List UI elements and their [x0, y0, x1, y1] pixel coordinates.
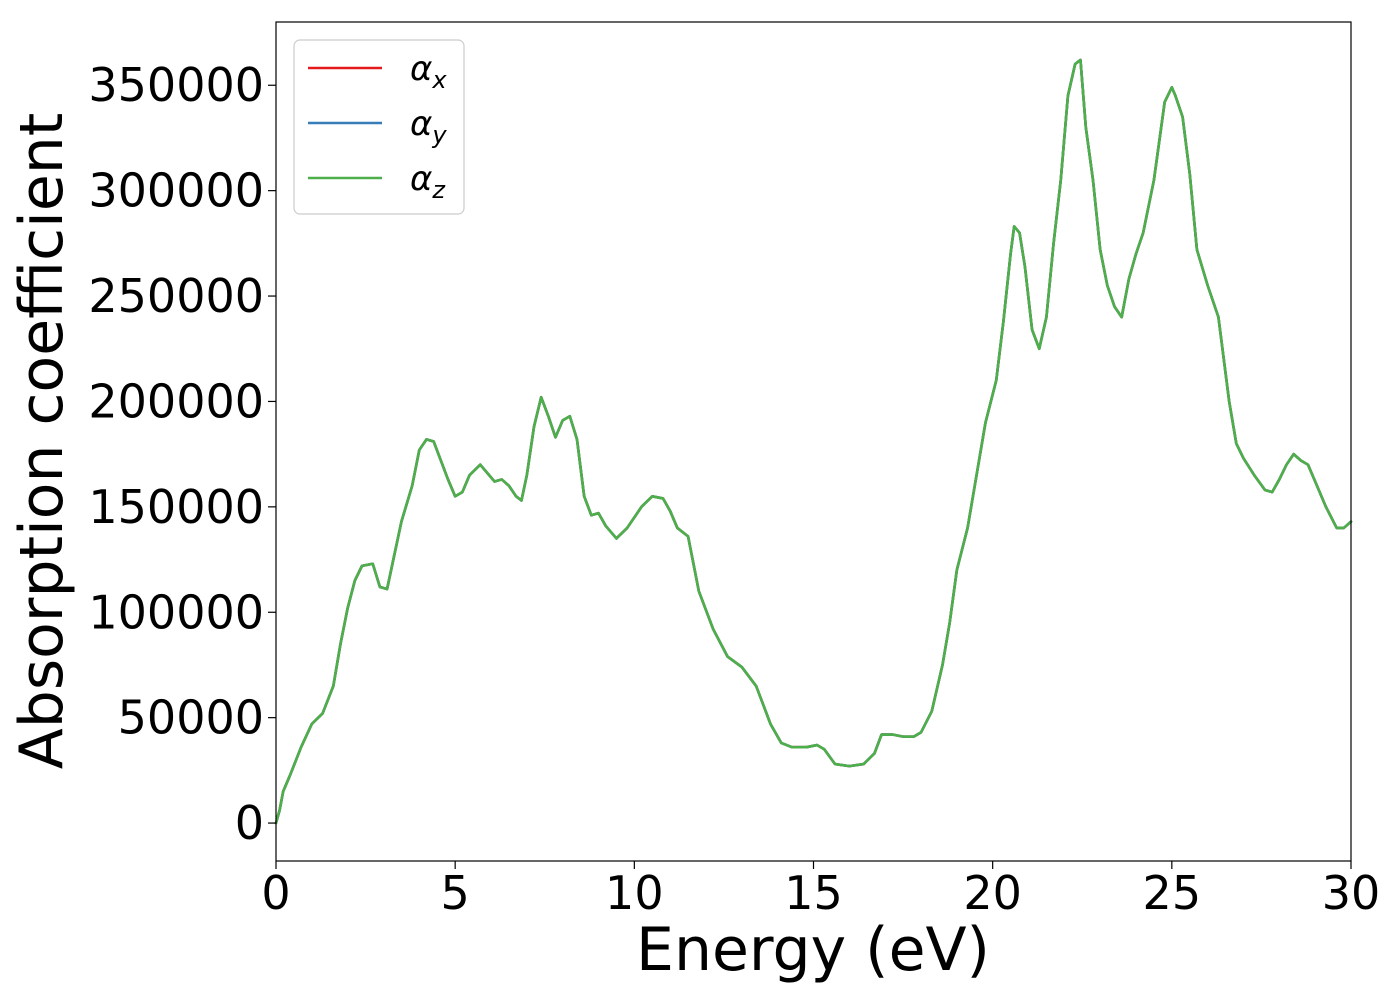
x-axis-title: Energy (eV) — [636, 915, 990, 985]
y-tick-label: 350000 — [88, 58, 264, 112]
y-tick-label: 100000 — [88, 585, 264, 639]
legend-label-z: αz — [410, 159, 446, 204]
x-tick-label: 5 — [441, 866, 470, 920]
y-tick-label: 0 — [235, 796, 264, 850]
x-axis-ticks: 0 5 10 15 20 25 30 — [261, 861, 1380, 920]
x-tick-label: 10 — [605, 866, 664, 920]
legend: αx αy αz — [293, 39, 465, 215]
legend-label-x: αx — [410, 49, 447, 94]
legend-label-y: αy — [410, 104, 447, 149]
y-tick-label: 50000 — [118, 691, 264, 745]
x-tick-label: 15 — [784, 866, 843, 920]
y-tick-label: 200000 — [88, 374, 264, 428]
legend-box — [293, 39, 465, 215]
series-layer — [274, 58, 1353, 825]
legend-items: αx αy αz — [308, 49, 447, 204]
y-tick-label: 150000 — [88, 480, 264, 534]
x-tick-label: 25 — [1143, 866, 1202, 920]
series-line-3 — [274, 58, 1353, 825]
y-axis-ticks: 0 50000 100000 150000 200000 250000 300000 3500… — [88, 58, 276, 850]
x-tick-label: 0 — [261, 866, 290, 920]
y-tick-label: 300000 — [88, 164, 264, 218]
y-axis-title: Absorption coefficient — [7, 113, 77, 770]
y-tick-label: 250000 — [88, 269, 264, 323]
x-tick-label: 30 — [1322, 866, 1381, 920]
x-tick-label: 20 — [963, 866, 1022, 920]
